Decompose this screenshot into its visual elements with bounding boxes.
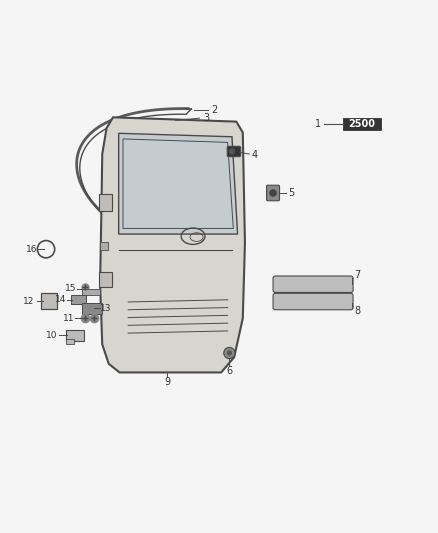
Text: 13: 13 [100,304,111,313]
Text: 5: 5 [289,188,295,198]
FancyBboxPatch shape [66,338,74,344]
FancyBboxPatch shape [99,195,112,211]
FancyBboxPatch shape [66,329,84,341]
Text: 2500: 2500 [349,119,376,129]
Text: 16: 16 [26,245,38,254]
Text: 2: 2 [212,105,218,115]
Text: 15: 15 [65,284,76,293]
Text: 9: 9 [164,377,170,387]
Text: 12: 12 [23,296,35,305]
Text: 14: 14 [55,295,66,304]
Circle shape [227,350,232,356]
Text: 7: 7 [354,270,360,280]
FancyBboxPatch shape [273,276,353,293]
Text: 4: 4 [252,150,258,160]
Text: 10: 10 [46,331,57,340]
FancyBboxPatch shape [82,289,100,295]
FancyBboxPatch shape [82,303,102,313]
Text: 11: 11 [63,314,74,323]
Circle shape [224,348,235,359]
Text: 3: 3 [203,113,209,123]
Text: 1: 1 [315,119,321,129]
FancyBboxPatch shape [100,243,108,249]
Text: 6: 6 [226,366,233,376]
Polygon shape [119,133,237,234]
Circle shape [270,190,276,197]
FancyBboxPatch shape [273,293,353,310]
FancyBboxPatch shape [343,118,381,130]
FancyBboxPatch shape [227,146,240,157]
FancyBboxPatch shape [99,272,112,287]
Polygon shape [100,117,245,373]
Circle shape [229,149,235,155]
FancyBboxPatch shape [71,295,86,304]
FancyBboxPatch shape [41,293,57,309]
FancyBboxPatch shape [267,185,279,201]
Text: 8: 8 [354,305,360,316]
